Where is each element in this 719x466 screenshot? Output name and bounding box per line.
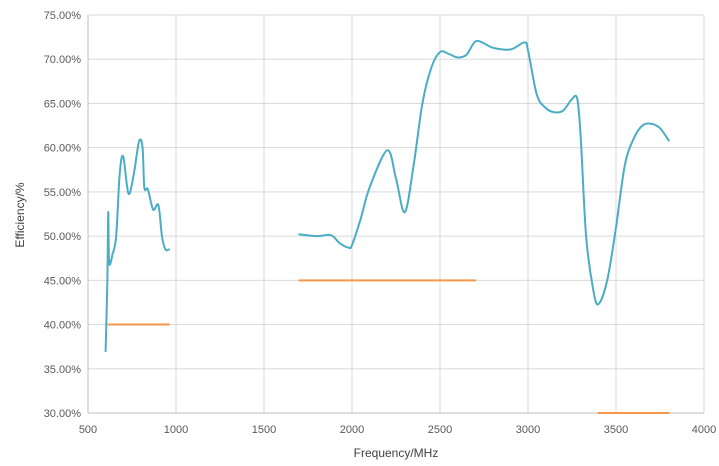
y-tick-label: 35.00% xyxy=(44,364,82,376)
series-0-segment-0-line xyxy=(104,138,170,353)
x-tick-label: 4000 xyxy=(692,424,716,436)
y-tick-label: 45.00% xyxy=(44,275,82,287)
x-tick-label: 2500 xyxy=(428,424,452,436)
y-tick-label: 50.00% xyxy=(44,231,82,243)
y-axis-title: Efficiency/% xyxy=(13,182,27,247)
x-tick-label: 500 xyxy=(79,424,97,436)
x-axis-title: Frequency/MHz xyxy=(354,446,439,460)
y-tick-label: 55.00% xyxy=(44,187,82,199)
y-tick-label: 70.00% xyxy=(44,54,82,66)
y-tick-label: 75.00% xyxy=(44,10,82,22)
axes xyxy=(87,15,704,414)
y-tick-label: 60.00% xyxy=(44,143,82,155)
x-tick-label: 3000 xyxy=(516,424,540,436)
x-tick-label: 3500 xyxy=(604,424,628,436)
grid xyxy=(88,14,705,413)
tick-labels: 30.00% 35.00% 40.00% 45.00% 50.00% 55.00% 60.0… xyxy=(44,10,717,436)
series-0-segment-1-line xyxy=(298,39,670,306)
y-tick-label: 30.00% xyxy=(44,408,82,420)
x-tick-label: 1000 xyxy=(164,424,188,436)
y-tick-label: 65.00% xyxy=(44,98,82,110)
y-tick-label: 40.00% xyxy=(44,320,82,332)
x-tick-label: 2000 xyxy=(340,424,364,436)
x-tick-label: 1500 xyxy=(252,424,276,436)
series xyxy=(104,39,670,414)
